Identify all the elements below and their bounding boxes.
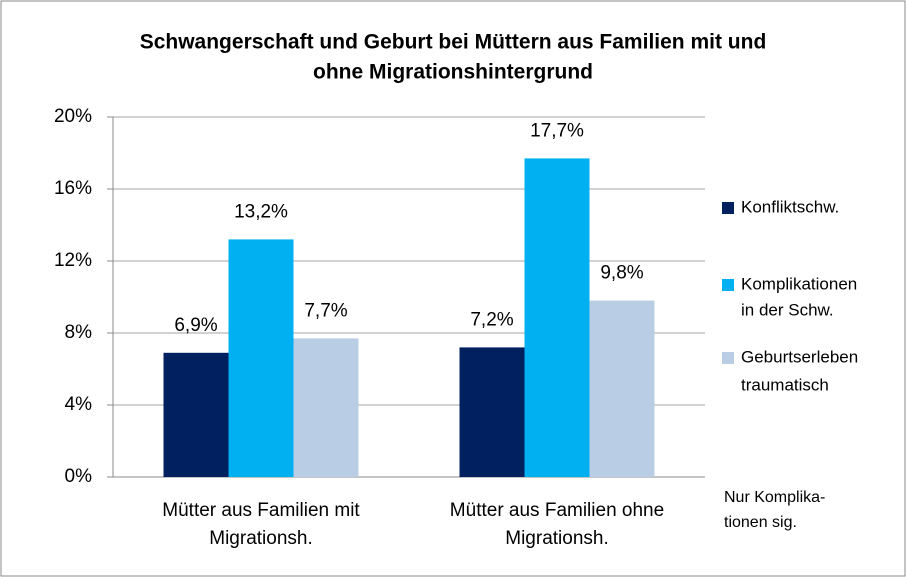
y-tick-label: 12% xyxy=(54,250,92,271)
legend-label: in der Schw. xyxy=(741,300,834,319)
bar xyxy=(293,338,359,477)
y-tick-label: 0% xyxy=(65,466,93,487)
bar xyxy=(163,352,229,477)
x-tick-label: Migrationsh. xyxy=(209,528,313,549)
x-tick-label: Mütter aus Familien mit xyxy=(162,500,360,521)
data-label: 6,9% xyxy=(174,315,217,336)
y-tick-label: 16% xyxy=(54,178,92,199)
legend-label: Geburtserleben xyxy=(741,347,858,366)
y-tick-label: 4% xyxy=(65,394,93,415)
data-label: 7,2% xyxy=(470,309,513,330)
data-label: 9,8% xyxy=(600,263,643,284)
legend-swatch xyxy=(722,352,734,364)
legend-swatch xyxy=(722,279,734,291)
bar xyxy=(524,158,590,477)
x-tick-label: Migrationsh. xyxy=(505,528,609,549)
legend-label: Komplikationen xyxy=(741,274,857,293)
legend-label: traumatisch xyxy=(741,375,829,394)
data-label: 7,7% xyxy=(304,300,347,321)
x-tick-label: Mütter aus Familien ohne xyxy=(450,500,664,521)
chart-title: Schwangerschaft und Geburt bei Müttern a… xyxy=(140,31,767,54)
annotation: Nur Komplika- xyxy=(724,489,825,506)
data-label: 17,7% xyxy=(530,120,584,141)
bar xyxy=(459,347,525,477)
bar xyxy=(228,239,294,477)
y-tick-label: 20% xyxy=(54,106,92,127)
bar xyxy=(589,300,655,477)
legend-swatch xyxy=(722,202,734,214)
legend-label: Konfliktschw. xyxy=(741,197,839,216)
chart-title: ohne Migrationshintergrund xyxy=(313,61,593,84)
data-label: 13,2% xyxy=(234,201,288,222)
annotation: tionen sig. xyxy=(724,514,797,531)
y-tick-label: 8% xyxy=(65,322,93,343)
